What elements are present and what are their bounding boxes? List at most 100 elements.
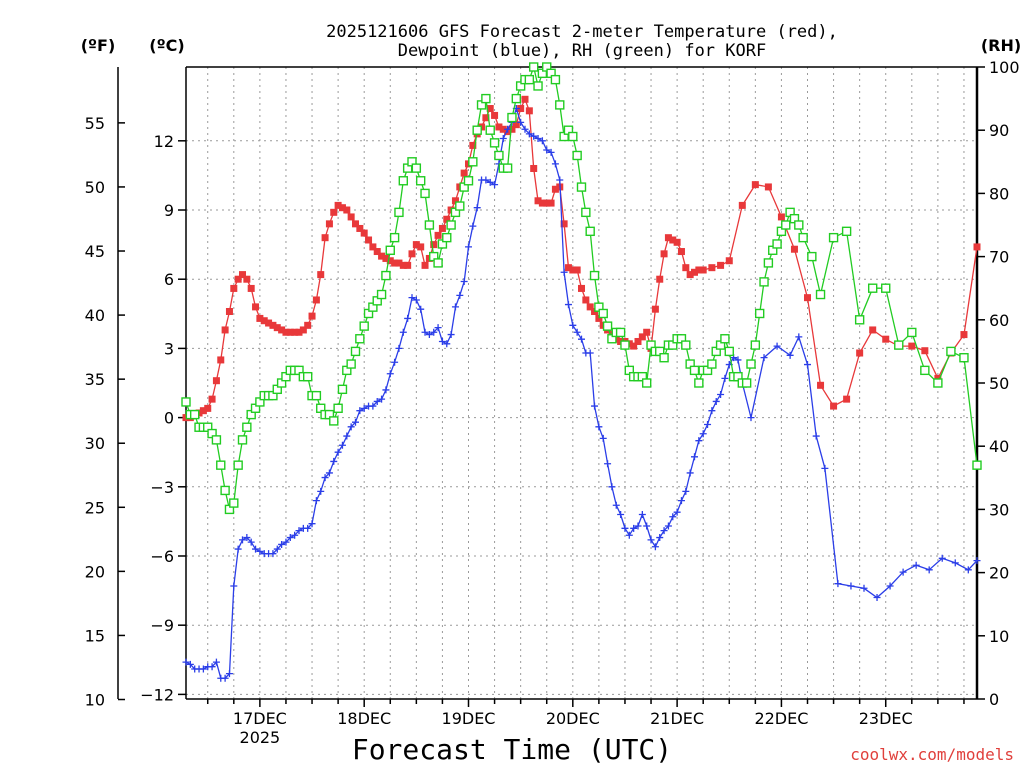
data-point xyxy=(707,359,717,369)
data-point xyxy=(242,422,252,432)
series-rh xyxy=(181,62,982,515)
data-point xyxy=(302,371,313,382)
data-point xyxy=(211,435,222,445)
data-point xyxy=(582,296,590,304)
data-point xyxy=(643,522,651,530)
data-point xyxy=(669,236,677,244)
data-point xyxy=(330,208,338,216)
data-point xyxy=(420,188,430,199)
celsius-tick-label: 0 xyxy=(164,409,174,428)
data-point xyxy=(438,337,446,345)
rh-tick-label: 20 xyxy=(989,564,1009,583)
fahrenheit-tick-label: 25 xyxy=(85,498,105,517)
data-point xyxy=(534,197,542,205)
data-point xyxy=(511,93,522,104)
data-point xyxy=(394,207,404,218)
data-point xyxy=(794,220,804,230)
data-point xyxy=(395,344,403,352)
data-point xyxy=(359,321,369,331)
data-point xyxy=(273,545,281,553)
data-point xyxy=(404,314,412,322)
data-point xyxy=(434,231,442,239)
data-point xyxy=(504,125,512,133)
data-point xyxy=(686,469,694,477)
data-point xyxy=(807,251,817,262)
data-point xyxy=(495,123,503,131)
data-point xyxy=(356,407,364,415)
data-point xyxy=(350,346,361,357)
data-point xyxy=(434,324,442,332)
data-point xyxy=(217,356,225,364)
data-point xyxy=(638,333,646,341)
data-point xyxy=(790,245,798,253)
data-point xyxy=(560,268,568,276)
data-point xyxy=(578,335,585,343)
data-point xyxy=(491,181,499,189)
data-point xyxy=(395,259,403,267)
data-point xyxy=(964,566,972,574)
data-point xyxy=(286,328,294,336)
data-point xyxy=(946,346,956,357)
data-point xyxy=(763,258,774,268)
data-point xyxy=(256,314,264,322)
data-point xyxy=(199,665,207,673)
data-point xyxy=(656,534,664,542)
data-point xyxy=(591,402,599,410)
data-point xyxy=(912,561,920,569)
data-point xyxy=(233,460,243,470)
data-point xyxy=(378,395,386,403)
data-point xyxy=(482,176,490,184)
data-point xyxy=(230,284,238,292)
data-point xyxy=(856,349,864,357)
celsius-tick-label: 3 xyxy=(164,339,174,358)
data-point xyxy=(356,224,364,232)
data-point xyxy=(376,289,387,300)
data-point xyxy=(417,305,425,313)
series xyxy=(181,62,982,682)
data-point xyxy=(694,378,704,388)
celsius-tick-label: −3 xyxy=(150,478,174,497)
data-point xyxy=(746,359,756,369)
fahrenheit-tick-label: 40 xyxy=(85,306,105,325)
data-point xyxy=(199,407,207,415)
data-point xyxy=(617,510,625,518)
x-tick-label: 17DEC xyxy=(233,709,287,728)
data-point xyxy=(229,498,239,508)
data-point xyxy=(373,397,381,405)
data-point xyxy=(604,460,612,468)
data-point xyxy=(181,397,191,407)
data-point xyxy=(599,434,607,442)
data-point xyxy=(278,326,286,334)
data-point xyxy=(717,261,725,269)
data-point xyxy=(925,566,933,574)
data-point xyxy=(773,342,781,350)
data-point xyxy=(321,234,329,242)
data-point xyxy=(804,294,811,302)
data-point xyxy=(817,381,825,389)
data-point xyxy=(347,423,355,431)
x-tick-label: 21DEC xyxy=(650,709,704,728)
data-point xyxy=(386,257,394,265)
data-point xyxy=(347,213,355,221)
rh-tick-label: 100 xyxy=(989,58,1020,77)
data-point xyxy=(225,307,233,315)
data-point xyxy=(572,150,582,161)
fahrenheit-tick-label: 50 xyxy=(85,178,105,197)
data-point xyxy=(346,359,356,369)
data-point xyxy=(630,524,638,532)
data-point xyxy=(352,418,359,426)
celsius-tick-label: −6 xyxy=(150,547,174,566)
data-point xyxy=(234,275,242,283)
rh-tick-label: 80 xyxy=(989,184,1009,203)
data-point xyxy=(399,328,407,336)
data-point xyxy=(482,114,490,122)
data-point xyxy=(560,220,568,228)
data-point xyxy=(830,402,838,410)
data-point xyxy=(212,377,220,385)
credit-text: coolwx.com/models xyxy=(850,745,1014,764)
data-point xyxy=(443,215,451,223)
data-point xyxy=(365,236,373,244)
title-line-1: 2025121606 GFS Forecast 2-meter Temperat… xyxy=(326,22,838,42)
fahrenheit-unit-label: (ºF) xyxy=(81,36,116,55)
data-point xyxy=(312,296,320,304)
